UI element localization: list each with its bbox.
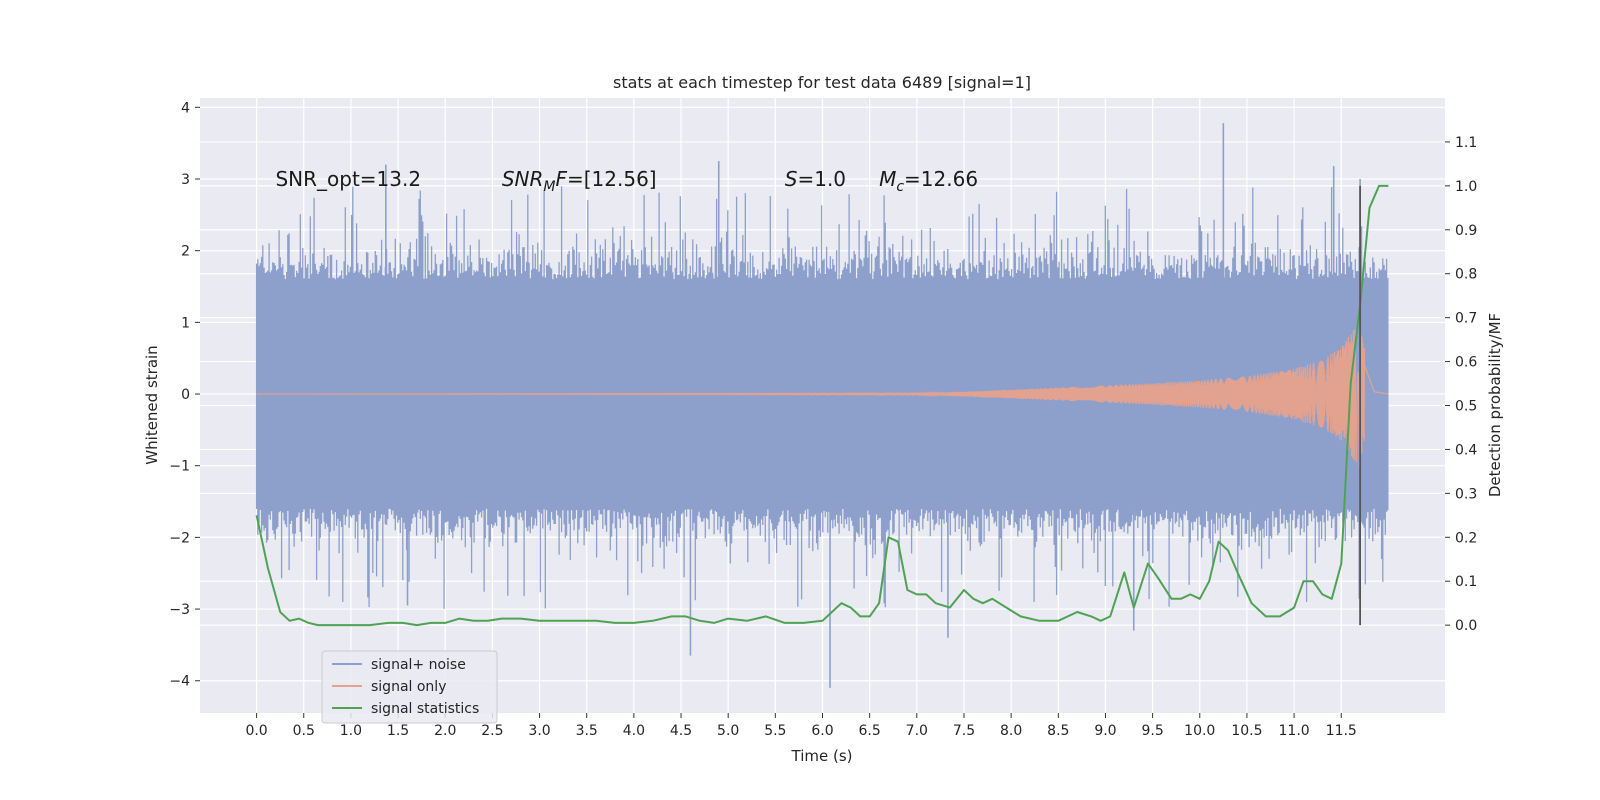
y-right-tick-label: 0.0 [1455,618,1477,634]
x-tick-label: 8.5 [1047,723,1069,739]
x-tick-label: 10.0 [1184,723,1215,739]
y-tick-label: 2 [181,244,190,260]
x-tick-label: 3.5 [576,723,598,739]
y-tick-label: 4 [181,100,190,116]
signal-only-line [256,320,1389,468]
signal-statistics-line [255,184,1389,627]
series-signal-statistics [255,184,1389,627]
y-tick-label: −3 [169,602,190,618]
chart-title: stats at each timestep for test data 648… [613,73,1031,92]
y-tick-label: −2 [169,530,190,546]
x-tick-label: 6.5 [859,723,881,739]
x-tick-label: 6.0 [811,723,833,739]
y-right-tick-label: 0.2 [1455,530,1477,546]
x-tick-label: 4.5 [670,723,692,739]
x-tick-label: 3.0 [528,723,550,739]
series-signal-only [256,320,1389,468]
x-tick-label: 9.5 [1141,723,1163,739]
y-right-tick-label: 0.1 [1455,574,1477,590]
x-tick-label: 9.0 [1094,723,1116,739]
y-right-tick-label: 0.4 [1455,442,1477,458]
x-tick-label: 0.5 [293,723,315,739]
x-tick-label: 2.0 [434,723,456,739]
y-right-tick-label: 0.5 [1455,399,1477,415]
y-right-tick-label: 0.7 [1455,311,1477,327]
y-right-tick-label: 1.1 [1455,135,1477,151]
legend-label-signal-statistics: signal statistics [371,701,479,717]
y-right-tick-label: 0.3 [1455,486,1477,502]
x-tick-label: 11.0 [1279,723,1310,739]
x-tick-label: 1.5 [387,723,409,739]
legend-label-signal-noise: signal+ noise [371,657,466,673]
y-right-tick-label: 0.6 [1455,355,1477,371]
y-right-tick-label: 1.0 [1455,179,1477,195]
x-tick-label: 0.0 [245,723,267,739]
legend: signal+ noise signal only signal statist… [321,650,498,724]
x-tick-label: 1.0 [340,723,362,739]
x-tick-label: 7.5 [953,723,975,739]
x-tick-label: 10.5 [1231,723,1262,739]
y-tick-label: 0 [181,387,190,403]
y-tick-label: −1 [169,459,190,475]
y-axis-label-right: Detection probability/MF [1486,313,1504,497]
x-tick-label: 8.0 [1000,723,1022,739]
y-right-tick-label: 0.9 [1455,223,1477,239]
annotation-3: Mc=12.66 [879,167,978,195]
x-tick-label: 11.5 [1326,723,1357,739]
x-tick-label: 7.0 [906,723,928,739]
ticks: 0.0 0.5 1.0 1.5 2.0 2.5 3.0 3.5 4.0 4.5 5.0 5.5 6.0 6… [169,100,1477,739]
x-tick-label: 5.0 [717,723,739,739]
y-tick-label: 1 [181,315,190,331]
y-tick-label: −4 [169,674,190,690]
legend-box [321,650,498,724]
annotations: SNR_opt=13.2 SNRMF=[12.56] S=1.0 Mc=12.66 [275,167,978,195]
annotation-0: SNR_opt=13.2 [275,167,421,191]
annotation-2: S=1.0 [785,167,846,191]
y-axis-label: Whitened strain [143,345,161,464]
annotation-1: SNRMF=[12.56] [502,167,657,195]
x-tick-label: 5.5 [764,723,786,739]
x-tick-label: 4.0 [623,723,645,739]
y-right-tick-label: 0.8 [1455,267,1477,283]
y-tick-label: 3 [181,172,190,188]
x-axis-label: Time (s) [791,747,853,765]
legend-label-signal-only: signal only [371,679,446,695]
x-tick-label: 2.5 [481,723,503,739]
